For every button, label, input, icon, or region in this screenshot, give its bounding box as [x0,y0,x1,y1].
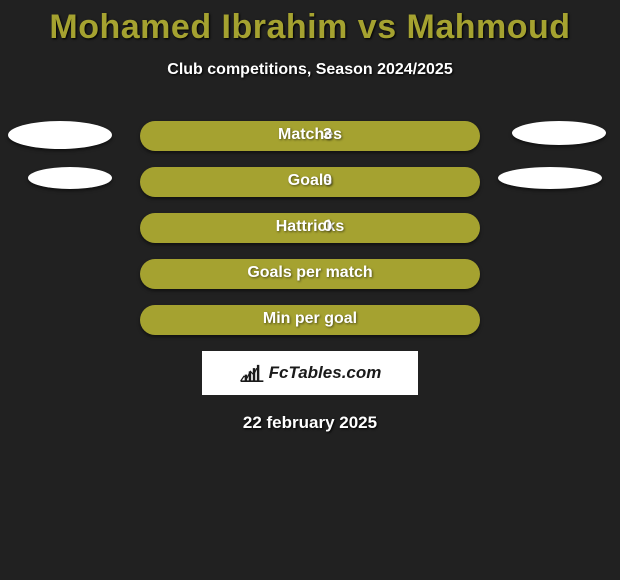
stat-row: Goals per match [0,259,620,293]
stat-row: Goals0 [0,167,620,201]
page-title: Mohamed Ibrahim vs Mahmoud [0,8,620,47]
stat-row: Hattricks0 [0,213,620,247]
marker-ellipse-right [512,121,606,145]
marker-ellipse-left [8,121,112,149]
stat-row: Matches3 [0,121,620,155]
stat-bar: Goals0 [140,167,480,197]
stat-bar: Min per goal [140,305,480,335]
stat-value-right: 0 [323,218,332,236]
stat-label: Min per goal [140,310,480,328]
source-logo: FcTables.com [202,351,418,395]
stat-bar: Goals per match [140,259,480,289]
stat-value-right: 3 [323,126,332,144]
stat-value-right: 0 [323,172,332,190]
stat-row: Min per goal [0,305,620,339]
subtitle: Club competitions, Season 2024/2025 [0,61,620,79]
stat-bar: Matches3 [140,121,480,151]
stats-container: Matches3Goals0Hattricks0Goals per matchM… [0,121,620,339]
logo-text: FcTables.com [269,363,382,383]
stat-label: Matches [140,126,480,144]
stat-label: Goals [140,172,480,190]
marker-ellipse-left [28,167,112,189]
marker-ellipse-right [498,167,602,189]
stat-label: Hattricks [140,218,480,236]
bar-chart-icon [239,362,265,384]
date-label: 22 february 2025 [0,413,620,433]
stat-label: Goals per match [140,264,480,282]
stat-bar: Hattricks0 [140,213,480,243]
